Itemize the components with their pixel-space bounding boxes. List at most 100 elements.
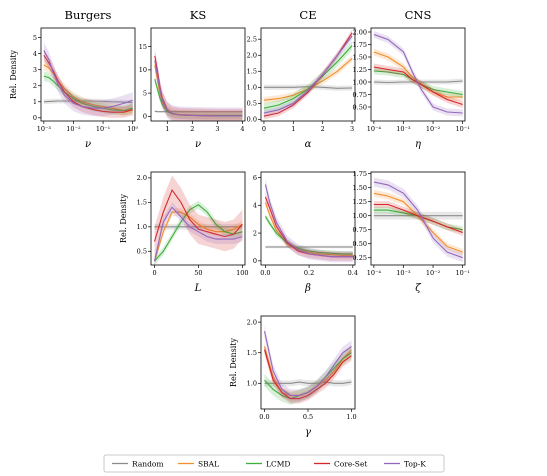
x-tick-label: 3 — [215, 125, 219, 133]
series-line-random — [263, 86, 353, 89]
y-tick-label: 1.75 — [353, 170, 367, 178]
series-band-top-k — [154, 52, 243, 121]
y-axis-label: Rel. Density — [119, 193, 128, 243]
y-tick-label: 0.75 — [353, 226, 367, 234]
x-tick-label: 100 — [236, 269, 248, 277]
y-axis-label: Rel. Density — [229, 337, 238, 387]
y-tick-label: 5 — [33, 34, 37, 42]
series-line-top-k — [263, 35, 353, 114]
y-tick-label: 1.50 — [353, 53, 367, 61]
series-band-core-set — [373, 63, 463, 108]
panel-title: KS — [190, 8, 207, 22]
series-line-lcmd — [154, 204, 243, 262]
y-tick-label: 1.0 — [247, 84, 257, 92]
series-line-top-k — [264, 184, 353, 258]
y-tick-label: 0.25 — [353, 254, 367, 262]
series-band-top-k — [265, 178, 353, 263]
series-line-top-k — [43, 50, 133, 109]
series-line-core-set — [373, 203, 463, 234]
x-axis-label: η — [415, 139, 421, 150]
chart-panel-3: 10⁻⁴ 10⁻³ 10⁻² 10⁻¹ 0.50 0.75 1.00 1.25 1.50 1.75… — [353, 8, 471, 150]
legend-label: SBAL — [198, 459, 219, 468]
plot-area — [263, 29, 353, 120]
legend-entry-sbal: SBAL — [178, 459, 219, 468]
x-tick-label: 0 — [152, 269, 156, 277]
y-tick-label: 0.0 — [247, 116, 257, 124]
series-line-core-set — [263, 349, 352, 400]
x-tick-label: 0.4 — [348, 269, 358, 277]
y-tick-label: 1.5 — [247, 68, 257, 76]
x-tick-label: 10⁻¹ — [96, 125, 111, 133]
plot-area — [373, 31, 463, 117]
x-axis-label: β — [304, 283, 311, 294]
y-tick-label: 2.0 — [247, 52, 257, 60]
x-tick-label: 0.0 — [259, 413, 269, 421]
axes-frame — [150, 171, 246, 266]
plot-area — [153, 175, 243, 265]
series-band-lcmd — [265, 213, 353, 257]
series-line-sbal — [153, 211, 243, 262]
x-tick-label: 1 — [291, 125, 295, 133]
series-band-core-set — [373, 201, 463, 236]
legend-entry-lcmd: LCMD — [246, 459, 290, 468]
y-tick-label: 3 — [33, 66, 37, 74]
series-band-random — [43, 98, 133, 105]
panel-title: CNS — [405, 8, 432, 22]
plot-area — [264, 178, 353, 263]
chart-panel-7: 0.0 0.5 1.0 1.0 1.5 2.0 γ Rel. Density — [229, 315, 357, 438]
chart-panel-1: 1 2 3 4 0 5 10 15 KS ν — [139, 8, 246, 150]
x-tick-label: 1 — [165, 125, 169, 133]
x-tick-label: 1.0 — [346, 413, 356, 421]
axes-frame — [260, 171, 356, 266]
series-band-top-k — [43, 42, 133, 117]
plot-area — [43, 42, 133, 118]
y-tick-label: 4 — [33, 50, 37, 58]
y-tick-label: 1.0 — [247, 380, 257, 388]
series-band-top-k — [154, 202, 243, 265]
y-tick-label: 1.75 — [353, 41, 367, 49]
y-tick-label: 0 — [143, 113, 147, 121]
x-tick-label: 2 — [190, 125, 194, 133]
series-band-random — [263, 84, 353, 91]
x-tick-label: 10⁻³ — [396, 269, 411, 277]
legend-frame — [103, 454, 445, 473]
y-tick-label: 6 — [253, 174, 257, 182]
plot-area — [263, 325, 352, 405]
x-tick-label: 0 — [262, 125, 266, 133]
y-tick-label: 0 — [253, 257, 257, 265]
x-tick-label: 10⁻⁴ — [367, 125, 382, 133]
series-band-core-set — [154, 48, 243, 121]
chart-panel-2: 0 1 2 3 0.0 0.5 1.0 1.5 2.0 2.5 CE α — [247, 8, 356, 150]
series-line-sbal — [264, 202, 353, 256]
y-tick-label: 10 — [139, 66, 147, 74]
plot-area — [373, 177, 463, 263]
y-tick-label: 2.00 — [353, 28, 367, 36]
x-tick-label: 2 — [321, 125, 325, 133]
axes-frame — [370, 171, 466, 266]
x-tick-label: 0.0 — [260, 269, 270, 277]
x-tick-label: 0.5 — [303, 413, 313, 421]
x-tick-label: 10⁻³ — [37, 125, 52, 133]
series-band-sbal — [373, 189, 463, 256]
axes-frame — [260, 27, 356, 122]
x-tick-label: 10⁻² — [426, 125, 441, 133]
y-tick-label: 1.0 — [137, 223, 147, 231]
y-tick-label: 2.5 — [247, 36, 257, 44]
series-band-sbal — [373, 48, 463, 101]
series-band-lcmd — [154, 75, 243, 120]
series-line-top-k — [153, 206, 243, 262]
legend: Random SBAL LCMD Core-Set Top-K — [103, 454, 445, 473]
x-tick-label: 10⁻² — [66, 125, 81, 133]
y-tick-label: 15 — [139, 43, 147, 51]
series-band-top-k — [264, 325, 352, 402]
series-band-top-k — [373, 177, 463, 263]
legend-entry-top-k: Top-K — [384, 459, 426, 468]
series-line-lcmd — [43, 75, 133, 112]
y-tick-label: 2.0 — [247, 318, 257, 326]
y-tick-label: 0.5 — [247, 100, 257, 108]
y-tick-label: 1.5 — [247, 349, 257, 357]
y-axis-label: Rel. Density — [9, 49, 18, 99]
x-tick-label: 50 — [194, 269, 202, 277]
series-band-core-set — [43, 49, 133, 118]
y-tick-label: 1 — [33, 98, 37, 106]
